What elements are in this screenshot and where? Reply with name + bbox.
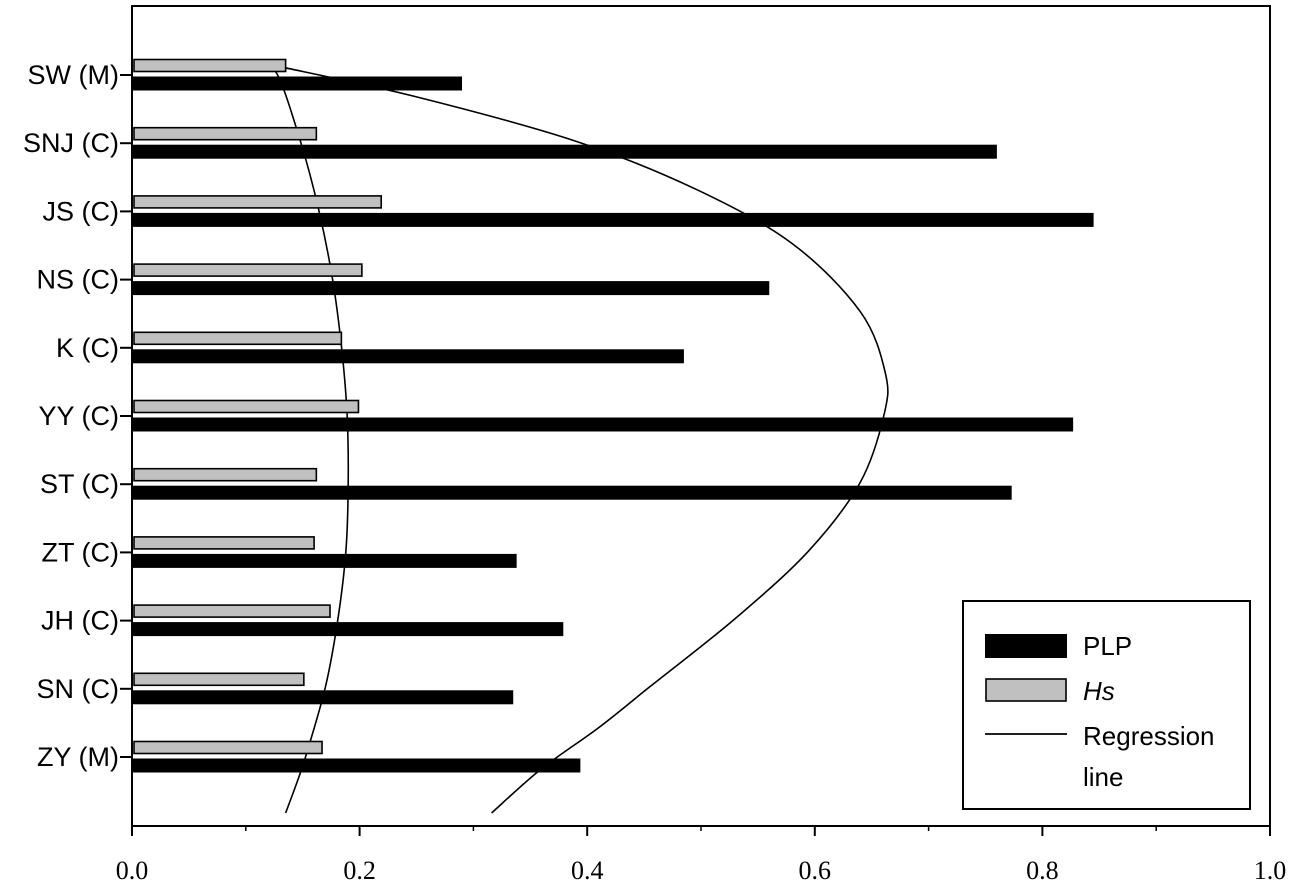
legend: PLP Hs Regression line bbox=[962, 600, 1251, 810]
y-tick-label: NS (C) bbox=[37, 265, 120, 295]
y-tick-label: SW (M) bbox=[28, 60, 119, 90]
y-tick-label: SN (C) bbox=[37, 674, 120, 704]
bar-plp bbox=[132, 281, 770, 296]
y-axis: SW (M) SNJ (C) JS (C) NS (C) K (C) YY (C) ST (… bbox=[23, 60, 132, 772]
y-tick-label: JH (C) bbox=[41, 606, 119, 636]
legend-swatch-hs bbox=[985, 678, 1067, 702]
y-tick-label: ST (C) bbox=[40, 469, 119, 499]
x-tick-label: 0.6 bbox=[799, 856, 832, 885]
bar-hs bbox=[133, 399, 360, 414]
y-tick-label: YY (C) bbox=[38, 401, 119, 431]
bar-plp bbox=[132, 144, 997, 159]
y-tick-label: ZY (M) bbox=[37, 742, 119, 772]
bar-plp bbox=[132, 212, 1094, 227]
bar-plp bbox=[132, 758, 581, 773]
bar-plp bbox=[132, 622, 564, 637]
bar-plp bbox=[132, 349, 684, 364]
y-tick-label: K (C) bbox=[56, 333, 119, 363]
bar-hs bbox=[133, 263, 363, 277]
x-tick-label: 0.4 bbox=[571, 856, 604, 885]
x-tick-label: 0.0 bbox=[116, 856, 149, 885]
legend-label: Hs bbox=[1083, 676, 1115, 706]
bar-plp bbox=[132, 690, 514, 705]
x-axis: 0.0 0.2 0.4 0.6 0.8 1.0 bbox=[116, 826, 1287, 885]
x-tick-label: 1.0 bbox=[1254, 856, 1287, 885]
bars bbox=[132, 58, 1094, 773]
bar-hs bbox=[133, 536, 315, 550]
y-tick-label: JS (C) bbox=[43, 196, 120, 226]
y-tick-label: SNJ (C) bbox=[23, 128, 119, 158]
regression-curve bbox=[277, 65, 889, 814]
bar-plp bbox=[132, 553, 517, 568]
x-tick-label: 0.8 bbox=[1026, 856, 1059, 885]
bar-hs bbox=[133, 58, 287, 73]
legend-label: line bbox=[1083, 762, 1123, 792]
legend-label: Regression bbox=[1083, 721, 1215, 751]
bar-hs bbox=[133, 672, 305, 687]
bar-hs bbox=[133, 467, 318, 482]
bar-plp bbox=[132, 485, 1012, 500]
bar-hs bbox=[133, 740, 323, 755]
bar-hs bbox=[133, 604, 331, 618]
bar-hs bbox=[133, 126, 318, 141]
bar-plp bbox=[132, 76, 463, 91]
y-tick-label: ZT (C) bbox=[42, 537, 119, 567]
legend-label: PLP bbox=[1083, 631, 1132, 661]
bar-plp bbox=[132, 417, 1074, 432]
bar-hs bbox=[133, 331, 343, 346]
bar-hs bbox=[133, 195, 383, 209]
x-tick-label: 0.2 bbox=[343, 856, 376, 885]
legend-swatch-plp bbox=[985, 634, 1067, 658]
